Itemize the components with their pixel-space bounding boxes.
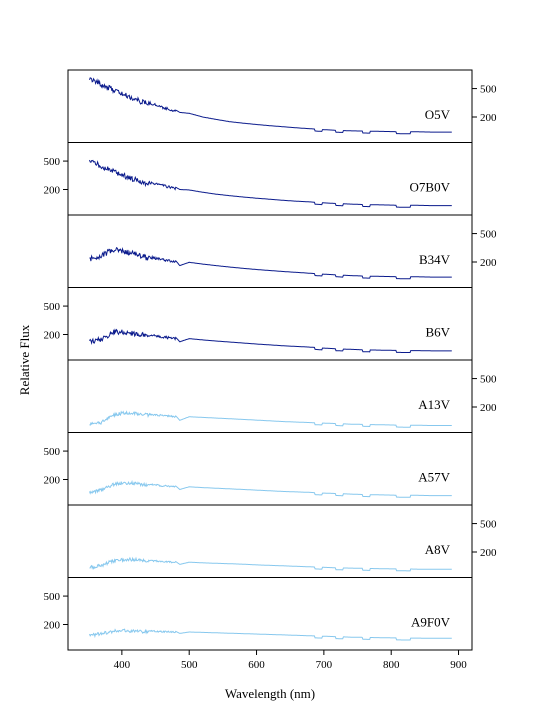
panel-label: A13V	[418, 397, 450, 412]
spectrum-line-b34v	[89, 246, 452, 280]
y-tick-label: 200	[44, 185, 61, 197]
x-tick-label: 500	[181, 659, 198, 671]
panel-frame	[67, 432, 473, 506]
panel-b6v: 200 500 B6V	[44, 287, 473, 361]
y-tick-label: 200	[44, 330, 61, 342]
x-tick-label: 400	[114, 659, 131, 671]
panel-label: B34V	[419, 252, 451, 267]
x-tick-label: 600	[248, 659, 265, 671]
panel-label: A9F0V	[411, 615, 451, 630]
spectra-panels: 200500O5V200500O7B0V200500B34V200500B6V2…	[44, 69, 497, 651]
y-tick-label: 500	[480, 374, 497, 386]
panel-a57v: 200 500 A57V	[44, 432, 473, 506]
y-tick-label: 200	[44, 620, 61, 632]
y-tick-label: 500	[480, 229, 497, 241]
panel-o5v: 200 500 O5V	[67, 69, 497, 143]
y-tick-label: 500	[44, 446, 61, 458]
y-tick-label: 200	[44, 475, 61, 487]
panel-a8v: 200 500 A8V	[67, 504, 497, 578]
y-tick-label: 200	[480, 112, 497, 124]
x-axis: 400 500 600 700 800 900	[114, 650, 467, 671]
panel-a13v: 200 500 A13V	[67, 359, 497, 433]
spectrum-line-b6v	[89, 328, 452, 353]
y-axis-title: Relative Flux	[17, 324, 32, 395]
panel-frame	[67, 287, 473, 361]
panel-a9f0v: 200 500 A9F0V	[44, 577, 473, 651]
panel-frame	[67, 504, 473, 578]
panel-o7b0v: 200 500 O7B0V	[44, 142, 473, 216]
spectrum-line-a57v	[89, 479, 452, 498]
x-tick-label: 700	[316, 659, 333, 671]
spectrum-line-o7b0v	[89, 159, 452, 208]
y-tick-label: 500	[480, 84, 497, 96]
y-tick-label: 500	[44, 156, 61, 168]
panel-label: A8V	[425, 542, 451, 557]
y-tick-label: 500	[44, 591, 61, 603]
spectrum-line-a9f0v	[89, 628, 452, 641]
spectrum-line-a13v	[89, 410, 452, 428]
x-tick-label: 800	[383, 659, 400, 671]
panel-label: B6V	[425, 325, 450, 340]
panel-frame	[67, 577, 473, 651]
panel-label: O5V	[425, 107, 451, 122]
panel-b34v: 200 500 B34V	[67, 214, 497, 288]
spectrum-line-o5v	[89, 77, 452, 135]
panel-label: A57V	[418, 470, 450, 485]
x-tick-label: 900	[450, 659, 467, 671]
y-tick-label: 200	[480, 547, 497, 559]
y-tick-label: 200	[480, 257, 497, 269]
y-tick-label: 200	[480, 402, 497, 414]
y-tick-label: 500	[44, 301, 61, 313]
panel-frame	[67, 359, 473, 433]
panel-label: O7B0V	[410, 180, 451, 195]
x-axis-title: Wavelength (nm)	[225, 686, 315, 701]
y-tick-label: 500	[480, 519, 497, 531]
spectrum-line-a8v	[89, 556, 452, 572]
